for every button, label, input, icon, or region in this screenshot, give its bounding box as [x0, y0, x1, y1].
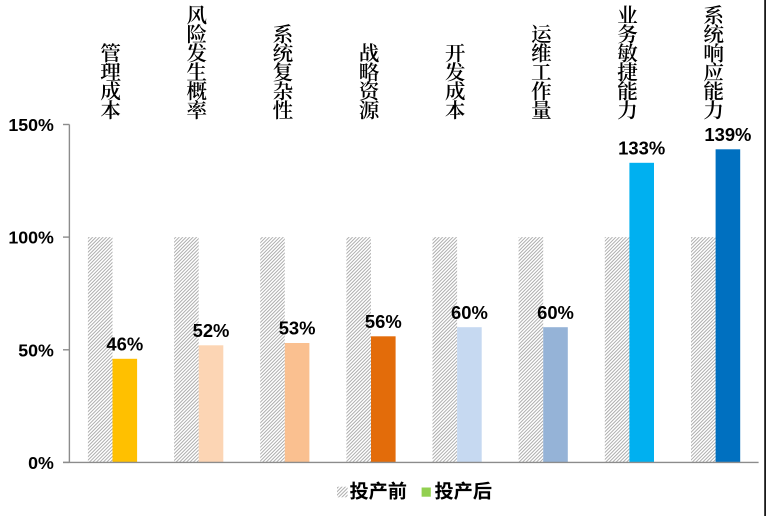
svg-text:56%: 56% [365, 311, 402, 332]
svg-text:53%: 53% [279, 318, 316, 339]
svg-text:139%: 139% [704, 124, 751, 145]
svg-text:60%: 60% [451, 302, 488, 323]
svg-text:0%: 0% [28, 453, 54, 473]
svg-text:60%: 60% [537, 302, 574, 323]
svg-text:100%: 100% [8, 228, 54, 248]
svg-text:46%: 46% [106, 334, 143, 355]
svg-text:133%: 133% [618, 138, 665, 159]
svg-text:52%: 52% [193, 320, 230, 341]
svg-text:50%: 50% [18, 340, 54, 360]
svg-text:150%: 150% [8, 115, 54, 135]
